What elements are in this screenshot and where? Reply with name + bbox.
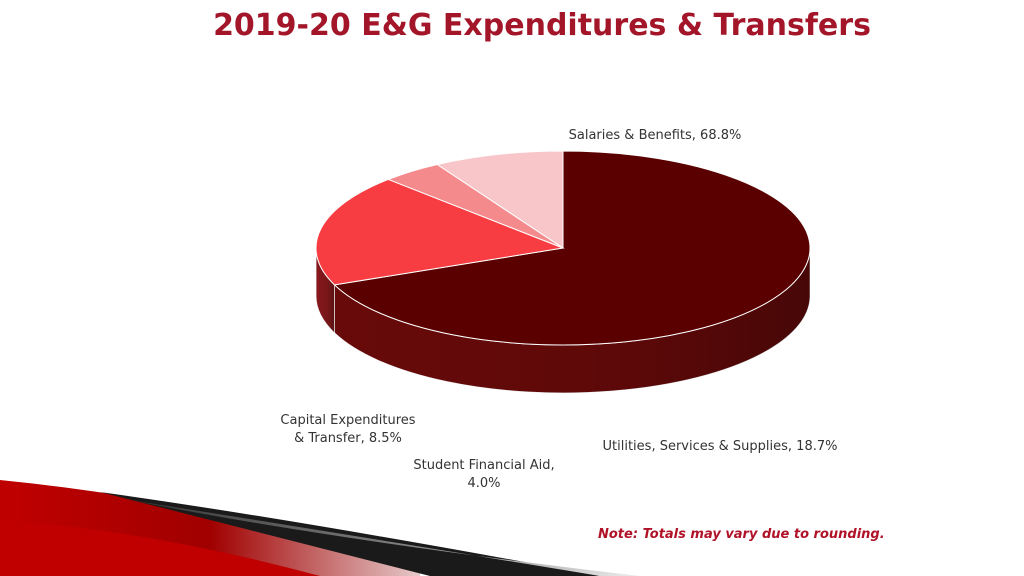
data-label-capital-expenditures-transfer: Capital Expenditures & Transfer, 8.5%	[280, 413, 415, 446]
data-label-salaries-benefits: Salaries & Benefits, 68.8%	[569, 128, 742, 143]
data-label-student-financial-aid: Student Financial Aid, 4.0%	[413, 458, 554, 491]
pie-slice-utilities-services-supplies	[315, 178, 565, 286]
pie-slice-salaries-benefits	[333, 150, 811, 346]
pie-side-shade-salaries-benefits	[334, 248, 810, 394]
page-title: 2019-20 E&G Expenditures & Transfers	[213, 8, 871, 43]
data-label-utilities-services-supplies: Utilities, Services & Supplies, 18.7%	[603, 439, 838, 454]
pie-slice-capital-expenditures-transfer	[436, 150, 564, 249]
pie-side-shade-utilities-services-supplies	[316, 248, 335, 333]
rounding-note: Note: Totals may vary due to rounding.	[598, 527, 885, 542]
